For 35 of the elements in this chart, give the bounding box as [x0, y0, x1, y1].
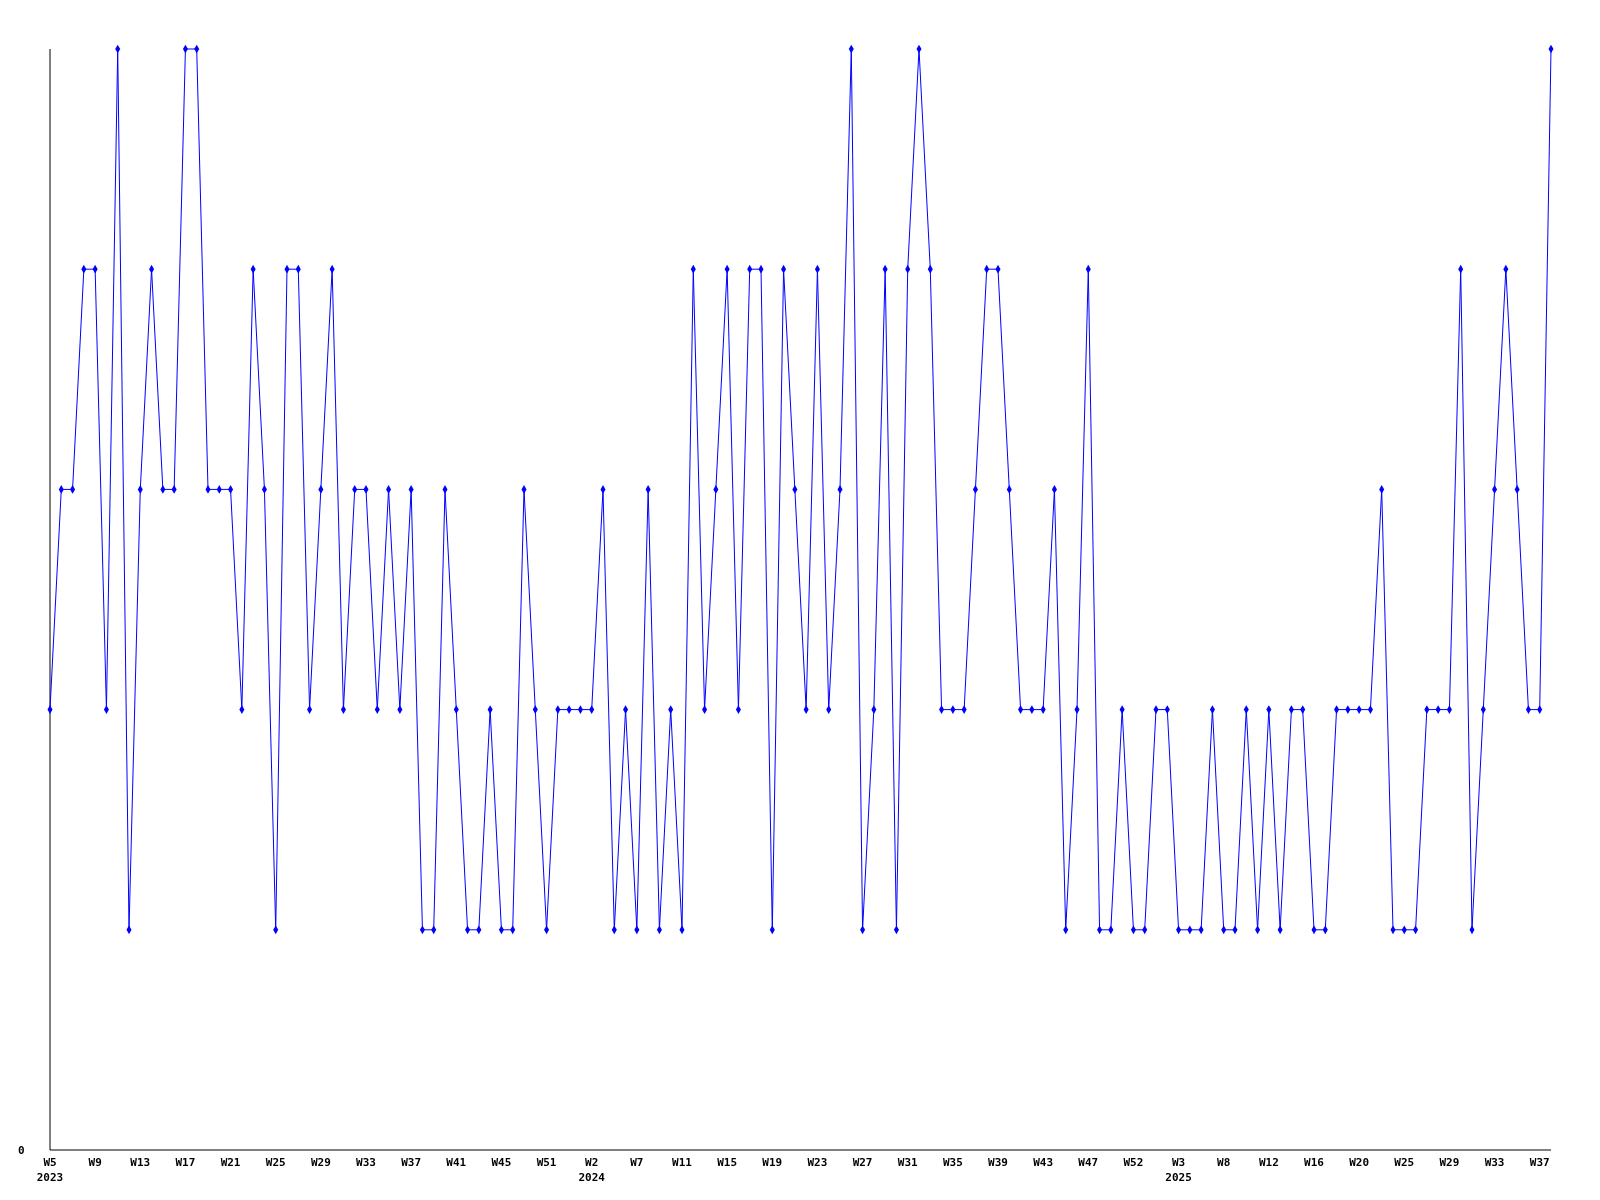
x-tick-label: W51 [536, 1156, 557, 1169]
x-tick-label: W39 [988, 1156, 1008, 1169]
x-tick-label: W3 2025 [1165, 1156, 1192, 1184]
x-tick-label: W45 [491, 1156, 512, 1169]
x-tick-label: W25 [1394, 1156, 1415, 1169]
x-tick-label: W29 [310, 1156, 331, 1169]
x-tick-label: W8 [1217, 1156, 1231, 1169]
x-tick-label: W33 [356, 1156, 376, 1169]
x-tick-label: W12 [1258, 1156, 1279, 1169]
x-tick-label: W37 [1529, 1156, 1550, 1169]
x-tick-label: W41 [446, 1156, 467, 1169]
x-tick-label: W33 [1484, 1156, 1505, 1169]
x-tick-label: W2 2024 [578, 1156, 606, 1184]
x-tick-label: W21 [220, 1156, 241, 1169]
x-tick-label: W52 [1123, 1156, 1144, 1169]
x-tick-label: W25 [265, 1156, 286, 1169]
x-tick-label: W35 [942, 1156, 963, 1169]
x-tick-label: W17 [175, 1156, 196, 1169]
x-tick-label: W29 [1439, 1156, 1460, 1169]
x-tick-label: W37 [401, 1156, 422, 1169]
x-tick-label: W5 2023 [36, 1156, 64, 1184]
x-tick-label: W9 [88, 1156, 102, 1169]
x-tick-label: W31 [897, 1156, 919, 1169]
text: 0 [18, 1144, 25, 1157]
x-tick-label: W13 [130, 1156, 151, 1169]
x-tick-label: W7 [630, 1156, 644, 1169]
x-tick-label: W15 [717, 1156, 738, 1169]
x-tick-label: W16 [1304, 1156, 1325, 1169]
x-tick-label: W19 [762, 1156, 783, 1169]
x-tick-label: W27 [852, 1156, 873, 1169]
x-tick-label: W11 [672, 1156, 693, 1169]
x-tick-label: W43 [1033, 1156, 1054, 1169]
x-tick-label: W23 [807, 1156, 828, 1169]
x-tick-label: W47 [1078, 1156, 1099, 1169]
x-tick-label: W20 [1349, 1156, 1370, 1169]
